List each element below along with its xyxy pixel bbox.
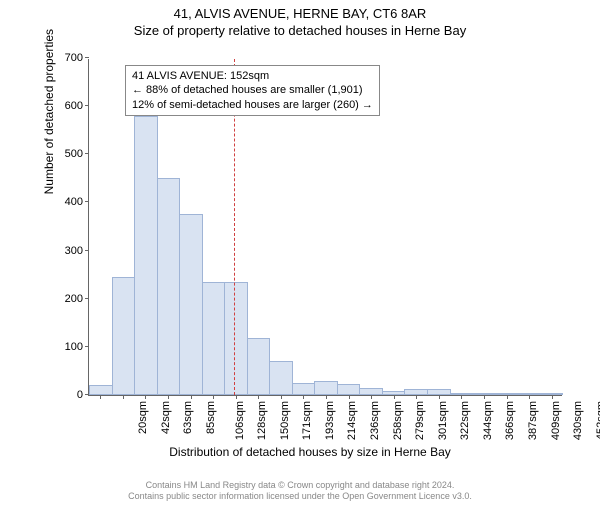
annotation-line-3: 12% of semi-detached houses are larger (… [132, 98, 373, 112]
x-tick-label: 214sqm [347, 401, 359, 440]
x-tick-mark [123, 395, 124, 399]
histogram-bar [247, 338, 271, 395]
x-tick-label: 85sqm [205, 401, 217, 434]
x-tick-label: 193sqm [324, 401, 336, 440]
x-tick-mark [326, 395, 327, 399]
histogram-bar [224, 282, 248, 395]
x-tick-label: 322sqm [459, 401, 471, 440]
y-tick-label: 300 [65, 245, 89, 257]
histogram-bar [202, 282, 226, 395]
x-tick-mark [281, 395, 282, 399]
x-tick-mark [258, 395, 259, 399]
x-tick-label: 301sqm [437, 401, 449, 440]
x-tick-label: 366sqm [505, 401, 517, 440]
chart-subtitle: Size of property relative to detached ho… [0, 23, 600, 38]
x-tick-label: 128sqm [256, 401, 268, 440]
x-tick-mark [145, 395, 146, 399]
x-tick-mark [100, 395, 101, 399]
histogram-bar [89, 385, 113, 395]
y-tick-label: 600 [65, 100, 89, 112]
x-tick-mark [461, 395, 462, 399]
x-tick-mark [529, 395, 530, 399]
x-tick-mark [552, 395, 553, 399]
chart-container: Number of detached properties 41 ALVIS A… [50, 51, 570, 436]
x-tick-label: 409sqm [550, 401, 562, 440]
histogram-bar [292, 383, 316, 395]
x-tick-mark [349, 395, 350, 399]
y-tick-mark [85, 57, 89, 58]
histogram-bar [157, 178, 181, 395]
x-tick-label: 42sqm [160, 401, 172, 434]
x-tick-mark [416, 395, 417, 399]
x-tick-mark [303, 395, 304, 399]
x-tick-mark [168, 395, 169, 399]
y-tick-mark [85, 346, 89, 347]
y-tick-label: 200 [65, 293, 89, 305]
annotation-box: 41 ALVIS AVENUE: 152sqm ← 88% of detache… [125, 65, 380, 116]
x-tick-mark [394, 395, 395, 399]
x-tick-label: 344sqm [482, 401, 494, 440]
x-tick-label: 20sqm [137, 401, 149, 434]
y-tick-label: 500 [65, 148, 89, 160]
y-tick-mark [85, 201, 89, 202]
x-tick-mark [484, 395, 485, 399]
x-tick-label: 452sqm [595, 401, 600, 440]
x-tick-label: 279sqm [414, 401, 426, 440]
y-tick-mark [85, 394, 89, 395]
x-tick-mark [213, 395, 214, 399]
histogram-bar [134, 116, 158, 395]
footer-line-2: Contains public sector information licen… [0, 491, 600, 502]
x-axis-label: Distribution of detached houses by size … [50, 445, 570, 459]
x-tick-label: 171sqm [301, 401, 313, 440]
y-tick-label: 700 [65, 52, 89, 64]
x-tick-label: 387sqm [527, 401, 539, 440]
y-axis-label: Number of detached properties [42, 28, 56, 193]
x-tick-label: 150sqm [279, 401, 291, 440]
x-tick-mark [507, 395, 508, 399]
y-tick-mark [85, 105, 89, 106]
annotation-line-2: ← 88% of detached houses are smaller (1,… [132, 83, 373, 97]
x-tick-label: 63sqm [182, 401, 194, 434]
x-tick-label: 236sqm [369, 401, 381, 440]
footer-attribution: Contains HM Land Registry data © Crown c… [0, 480, 600, 502]
histogram-bar [314, 381, 338, 395]
histogram-bar [337, 384, 361, 395]
y-tick-label: 400 [65, 196, 89, 208]
x-tick-label: 430sqm [572, 401, 584, 440]
x-tick-mark [439, 395, 440, 399]
x-tick-mark [191, 395, 192, 399]
y-tick-mark [85, 153, 89, 154]
plot-area: 41 ALVIS AVENUE: 152sqm ← 88% of detache… [88, 59, 562, 396]
footer-line-1: Contains HM Land Registry data © Crown c… [0, 480, 600, 491]
y-tick-mark [85, 250, 89, 251]
histogram-bar [179, 214, 203, 395]
y-tick-label: 100 [65, 341, 89, 353]
y-tick-mark [85, 298, 89, 299]
x-tick-mark [371, 395, 372, 399]
histogram-bar [359, 388, 383, 395]
x-tick-label: 258sqm [392, 401, 404, 440]
chart-title: 41, ALVIS AVENUE, HERNE BAY, CT6 8AR [0, 6, 600, 21]
y-tick-label: 0 [77, 389, 89, 401]
annotation-line-1: 41 ALVIS AVENUE: 152sqm [132, 69, 373, 83]
x-tick-label: 106sqm [234, 401, 246, 440]
histogram-bar [269, 361, 293, 395]
histogram-bar [112, 277, 136, 395]
x-tick-mark [236, 395, 237, 399]
